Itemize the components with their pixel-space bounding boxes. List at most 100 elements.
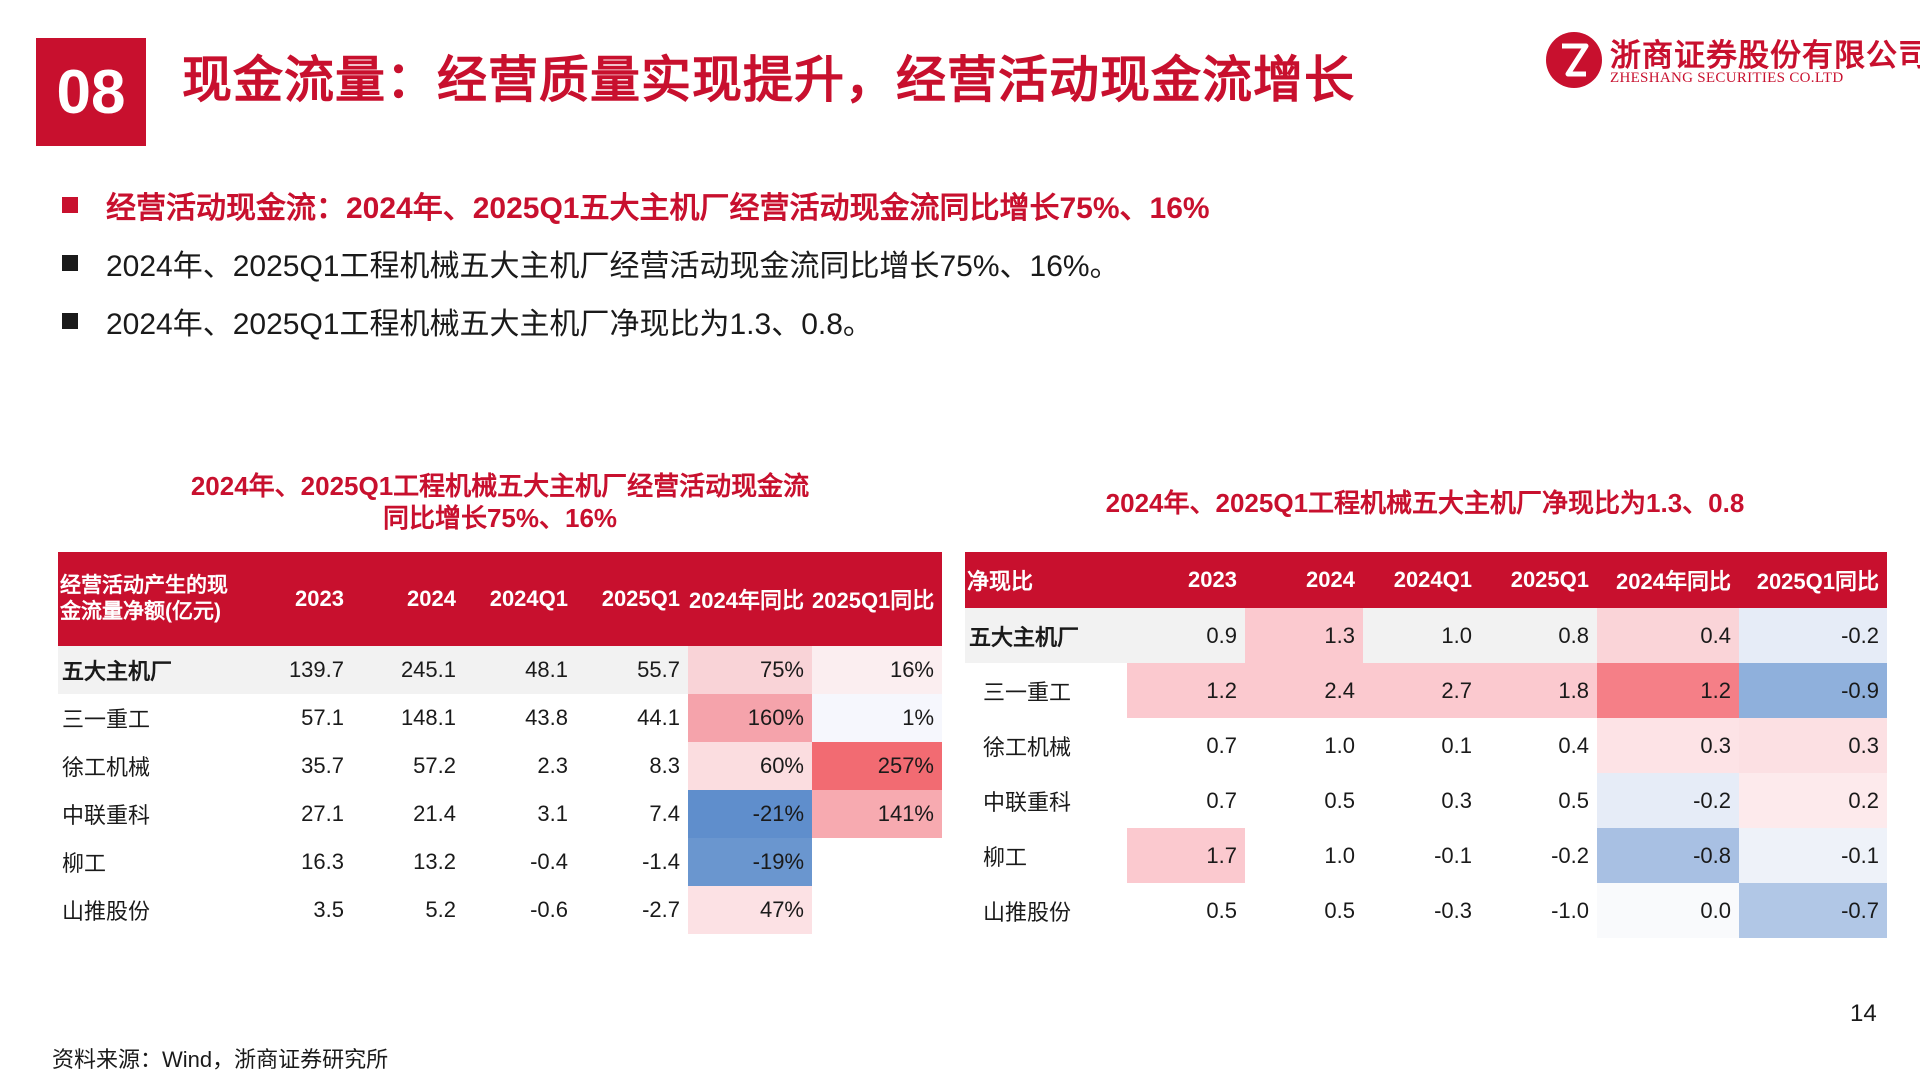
table-cell: -0.1 [1739,828,1887,883]
table-cell: 35.7 [301,753,344,778]
table-row: 徐工机械 35.7 57.2 2.3 8.3 60% 257% [58,742,942,790]
table-cell: 3.1 [537,801,568,826]
table-header-cell: 2024Q1 [1363,552,1480,608]
table-row: 三一重工 57.1 148.1 43.8 44.1 160% 1% [58,694,942,742]
table-cell [812,886,942,934]
table-cell: -0.9 [1739,663,1887,718]
table-cell: 245.1 [352,646,464,694]
table-cell: 8.3 [649,753,680,778]
bullet-text: 经营活动现金流：2024年、2025Q1五大主机厂经营活动现金流同比增长75%、… [106,192,1210,225]
table-cell: -0.7 [1739,883,1887,938]
company-logo: 浙商证券股份有限公司 ZHESHANG SECURITIES CO.LTD [1546,30,1920,94]
table-cell: 1.2 [1127,663,1245,718]
row-label: 中联重科 [62,803,151,828]
row-label: 徐工机械 [62,755,151,780]
table-cell: 0.9 [1127,608,1245,663]
table-cell: 27.1 [301,801,344,826]
table-cell: 160% [688,694,812,742]
table-cell: -0.4 [530,849,568,874]
table-cell: -2.7 [642,897,680,922]
table1-title: 2024年、2025Q1工程机械五大主机厂经营活动现金流 同比增长75%、16% [60,470,940,534]
table-row: 三一重工 1.2 2.4 2.7 1.8 1.2 -0.9 [965,663,1887,718]
table-header-cell: 2023 [1127,552,1245,608]
table-row: 柳工 1.7 1.0 -0.1 -0.2 -0.8 -0.1 [965,828,1887,883]
bullet-item: 2024年、2025Q1工程机械五大主机厂净现比为1.3、0.8。 [62,292,1210,350]
table-row: 徐工机械 0.7 1.0 0.1 0.4 0.3 0.3 [965,718,1887,773]
table-header-cell: 2025Q1 [576,552,688,646]
company-logo-icon [1546,32,1602,88]
table-cell: -1.0 [1551,897,1589,923]
table-cell: 60% [688,742,812,790]
table-cell: 1.0 [1324,732,1355,758]
table-cell: 0.3 [1597,718,1739,773]
table-cell [812,838,942,886]
table-cell: 0.3 [1739,718,1887,773]
table-cell: 7.4 [649,801,680,826]
row-label: 柳工 [62,851,107,876]
bullet-square-icon [62,255,78,271]
table-cell: 0.5 [1324,787,1355,813]
table-cell: 1.7 [1127,828,1245,883]
table-header-cell: 2024Q1 [464,552,576,646]
table-cell: 0.3 [1441,787,1472,813]
table-row: 中联重科 0.7 0.5 0.3 0.5 -0.2 0.2 [965,773,1887,828]
table-cell: 0.4 [1558,732,1589,758]
bullet-item: 经营活动现金流：2024年、2025Q1五大主机厂经营活动现金流同比增长75%、… [62,176,1210,234]
table-cell: -0.8 [1597,828,1739,883]
table-cell: -0.1 [1434,842,1472,868]
table-header-label: 经营活动产生的现金流量净额(亿元) [58,552,240,646]
table-cell: 148.1 [400,705,456,730]
table-header-cell: 2024年同比 [1597,552,1739,608]
table-cell: -19% [688,838,812,886]
row-label: 山推股份 [62,899,151,924]
table-cell: 16% [812,646,942,694]
section-number-badge: 08 [36,38,146,146]
table-cell: 1.8 [1480,663,1597,718]
row-label: 柳工 [983,844,1028,870]
bullet-item: 2024年、2025Q1工程机械五大主机厂经营活动现金流同比增长75%、16%。 [62,234,1210,292]
table-cell: 257% [812,742,942,790]
table-cell: 0.0 [1597,883,1739,938]
row-label: 徐工机械 [983,734,1072,760]
table-cell: 44.1 [637,705,680,730]
row-label: 三一重工 [62,707,151,732]
table-cell: 139.7 [240,646,352,694]
table-cell: 1.3 [1245,608,1363,663]
table-row: 山推股份 0.5 0.5 -0.3 -1.0 0.0 -0.7 [965,883,1887,938]
table-cell: 1% [812,694,942,742]
page-title: 现金流量：经营质量实现提升，经营活动现金流增长 [182,52,1355,108]
net-cash-ratio-table: 净现比 2023 2024 2024Q1 2025Q1 2024年同比 2025Q1同比 五… [965,552,1887,938]
table-cell: -1.4 [642,849,680,874]
row-label: 三一重工 [983,679,1072,705]
table-cell: -0.2 [1739,608,1887,663]
table-row: 柳工 16.3 13.2 -0.4 -1.4 -19% [58,838,942,886]
table-cell: 2.4 [1245,663,1363,718]
table-cell: 13.2 [413,849,456,874]
table-cell: 5.2 [425,897,456,922]
table-cell: -0.3 [1434,897,1472,923]
table-cell: 47% [688,886,812,934]
bullet-text: 2024年、2025Q1工程机械五大主机厂净现比为1.3、0.8。 [106,308,873,341]
table-cell: 57.1 [301,705,344,730]
bullet-list: 经营活动现金流：2024年、2025Q1五大主机厂经营活动现金流同比增长75%、… [62,176,1210,350]
operating-cash-flow-table: 经营活动产生的现金流量净额(亿元) 2023 2024 2024Q1 2025Q1 202… [58,552,942,934]
table-cell: 0.8 [1480,608,1597,663]
row-label: 中联重科 [983,789,1072,815]
table-cell: -21% [688,790,812,838]
table-header-cell: 2024 [1245,552,1363,608]
table-header-cell: 2024年同比 [688,552,812,646]
table-cell: 0.1 [1441,732,1472,758]
table-cell: 0.4 [1597,608,1739,663]
row-label: 五大主机厂 [965,608,1127,663]
table-cell: 1.2 [1597,663,1739,718]
table-cell: -0.2 [1597,773,1739,828]
table-cell: 0.5 [1558,787,1589,813]
company-name-cn: 浙商证券股份有限公司 [1610,38,1920,74]
table-cell: -0.2 [1551,842,1589,868]
table-cell: 141% [812,790,942,838]
table-cell: -0.6 [530,897,568,922]
table-cell: 1.0 [1363,608,1480,663]
table-header-cell: 2025Q1同比 [812,552,942,646]
bullet-square-icon [62,313,78,329]
bullet-text: 2024年、2025Q1工程机械五大主机厂经营活动现金流同比增长75%、16%。 [106,250,1120,283]
